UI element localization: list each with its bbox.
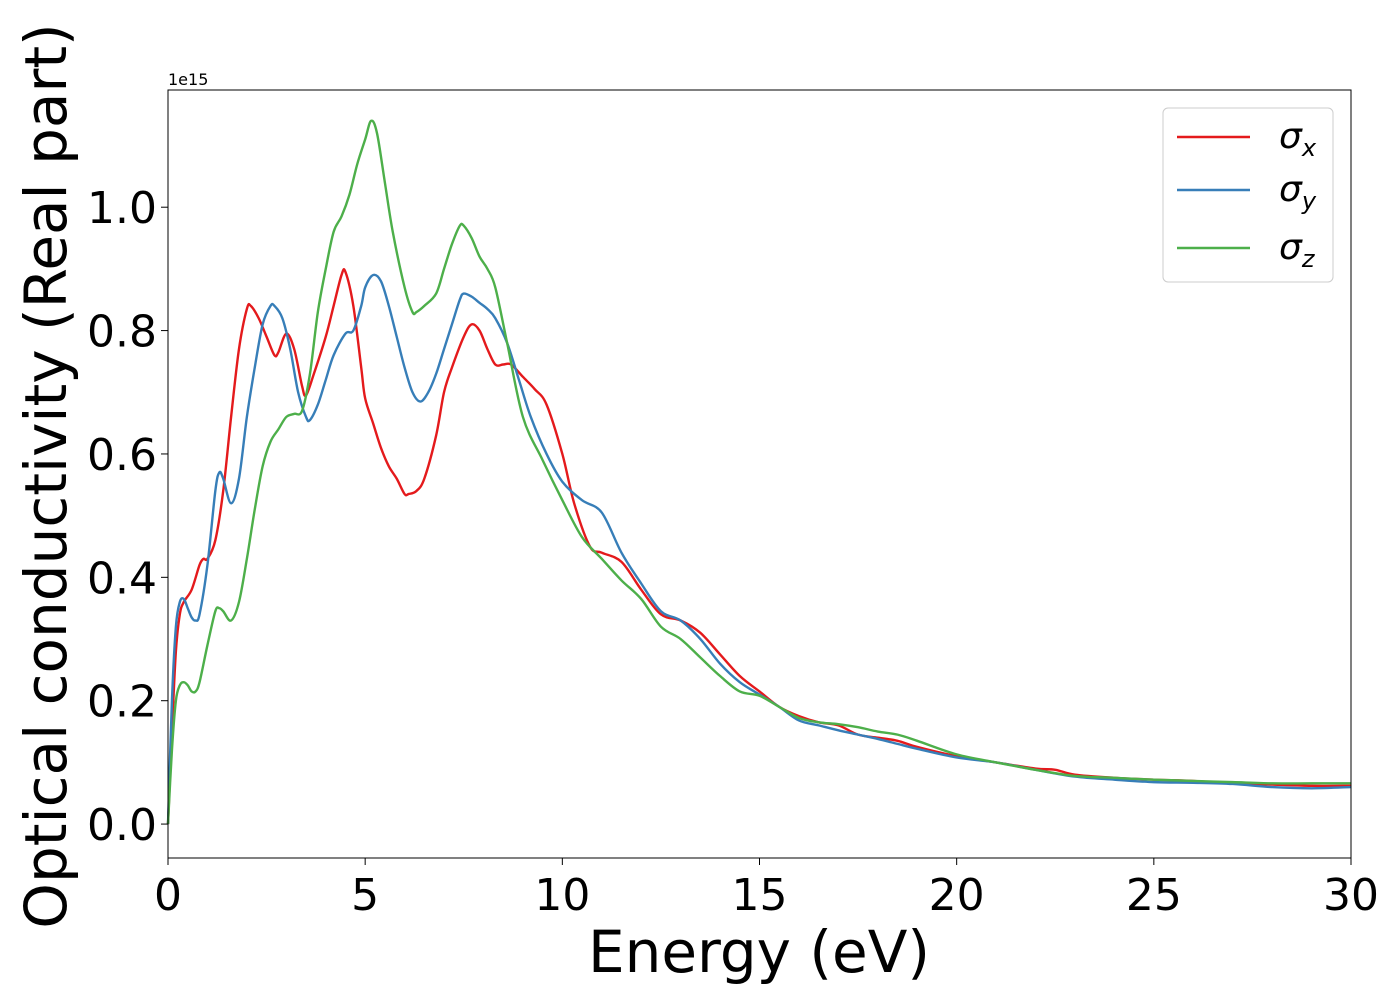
legend: σx σy σz (1162, 107, 1334, 283)
x-tick-label: 20 (929, 870, 985, 921)
x-tick-label: 0 (154, 870, 182, 921)
y-tick-label: 0.6 (87, 430, 157, 481)
x-tick-label: 5 (351, 870, 379, 921)
y-tick-label: 1.0 (87, 183, 157, 234)
x-axis-ticks: 0 5 10 15 20 25 30 (154, 858, 1379, 921)
x-tick-label: 25 (1126, 870, 1182, 921)
x-axis-label: Energy (eV) (588, 918, 930, 986)
legend-label-x: σx (1279, 116, 1317, 162)
plot-lines (166, 119, 1352, 825)
x-tick-label: 30 (1323, 870, 1379, 921)
y-tick-label: 0.8 (87, 307, 157, 358)
series-line-y (166, 273, 1352, 825)
legend-label-y: σy (1279, 169, 1317, 215)
y-tick-label: 0.0 (87, 800, 157, 851)
x-tick-label: 15 (732, 870, 788, 921)
y-tick-label: 0.2 (87, 677, 157, 728)
x-tick-label: 10 (534, 870, 590, 921)
y-axis-ticks: 0.0 0.2 0.4 0.6 0.8 1.0 (87, 183, 168, 851)
y-tick-label: 0.4 (87, 553, 157, 604)
series-line-x (166, 268, 1352, 825)
legend-box (1162, 107, 1334, 283)
y-axis-label: Optical conductivity (Real part) (12, 23, 80, 928)
series-line-z (166, 119, 1351, 825)
y-axis-offset-label: 1e15 (168, 70, 208, 89)
legend-label-z: σz (1279, 227, 1316, 273)
